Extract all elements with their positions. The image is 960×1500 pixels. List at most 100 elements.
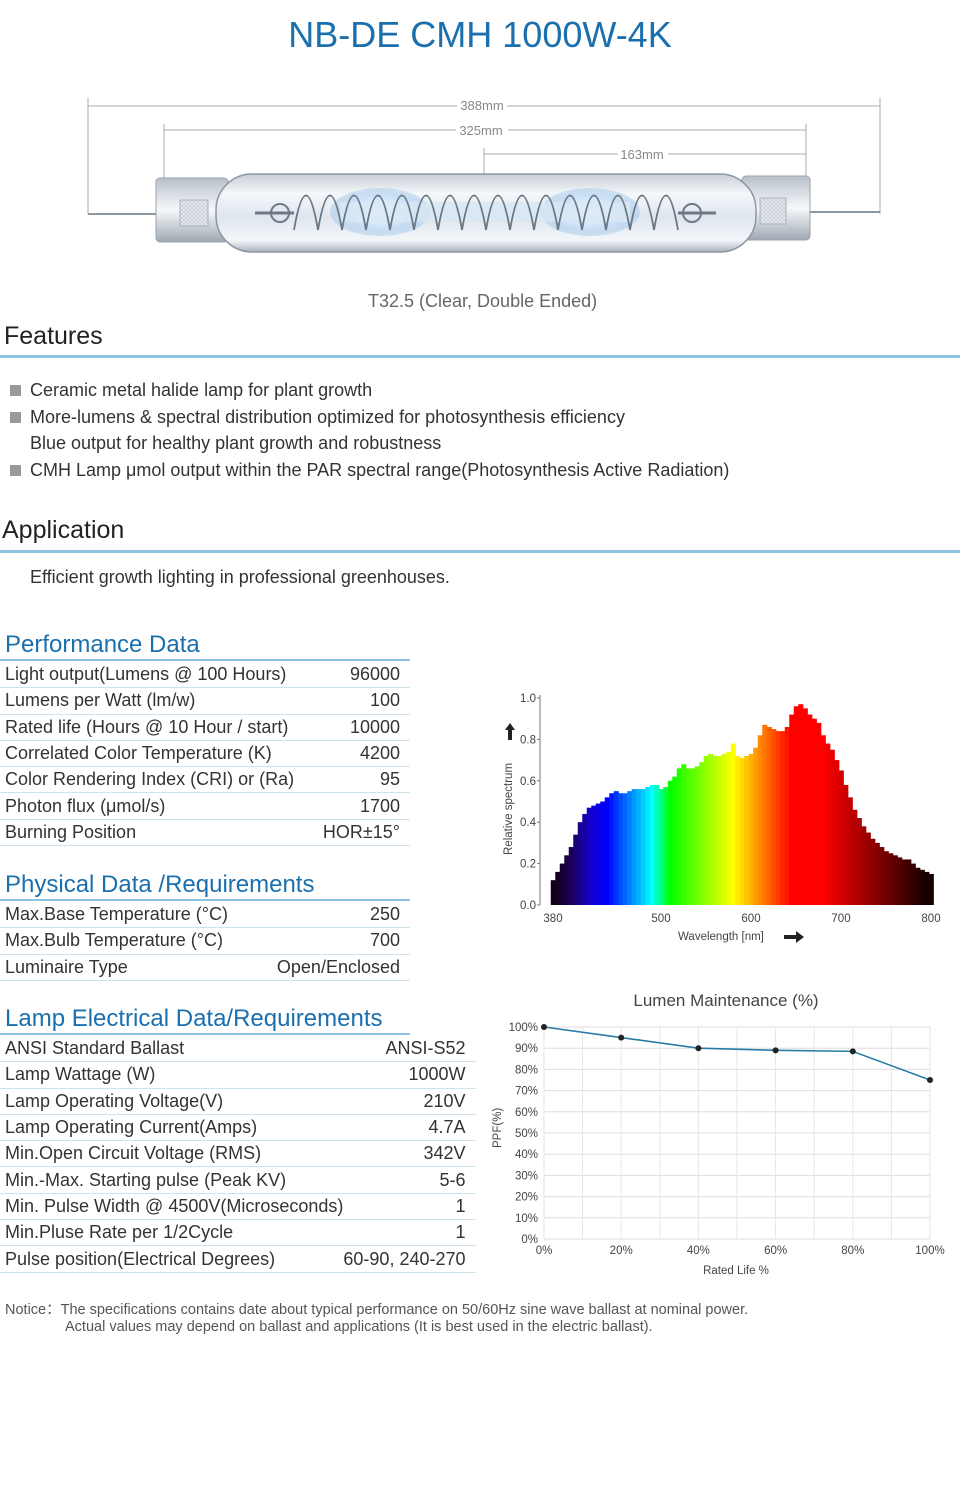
spec-value: 1	[343, 1219, 476, 1247]
spec-label: Rated life (Hours @ 10 Hour / start)	[0, 714, 317, 741]
notice-line-2: Actual values may depend on ballast and …	[65, 1319, 653, 1335]
table-row: Lamp Wattage (W) 1000W	[0, 1061, 476, 1089]
performance-heading: Performance Data	[5, 631, 200, 658]
spectrum-x-label: Wavelength [nm]	[678, 931, 764, 943]
spectrum-bar	[789, 714, 795, 905]
lumen-y-tick-label: 40%	[515, 1149, 538, 1161]
table-row: Max.Bulb Temperature (°C) 700	[0, 927, 410, 955]
square-bullet-icon	[10, 464, 21, 476]
spec-value: 1700	[316, 792, 410, 820]
spectrum-bar	[667, 780, 673, 905]
lamp-illustration: 388mm 325mm 163mm	[87, 97, 881, 253]
spectrum-bar	[874, 842, 880, 905]
spec-label: Correlated Color Temperature (K)	[0, 740, 317, 768]
spectrum-bar	[883, 851, 889, 905]
spectrum-bar	[672, 776, 678, 905]
spectrum-bar	[681, 764, 687, 905]
lumen-data-point	[772, 1047, 779, 1054]
spectrum-bar	[730, 743, 736, 905]
spectrum-bar	[856, 818, 862, 905]
spec-label: Lumens per Watt (lm/w)	[0, 687, 317, 715]
spectrum-bar	[712, 755, 718, 905]
spectrum-bar	[699, 762, 705, 905]
spec-label: Min.-Max. Starting pulse (Peak KV)	[0, 1166, 344, 1194]
square-bullet-icon	[10, 411, 21, 423]
spectrum-x-tick-label: 800	[921, 913, 940, 925]
spectrum-bar	[721, 753, 727, 905]
spectrum-bar	[852, 809, 858, 905]
spectrum-bar	[928, 873, 934, 905]
spectrum-bar	[748, 753, 754, 905]
spectrum-bar	[631, 789, 637, 905]
spec-label: Min.Open Circuit Voltage (RMS)	[0, 1140, 344, 1168]
up-arrow-icon	[505, 723, 515, 740]
spectrum-bar	[618, 793, 624, 905]
lumen-y-tick-label: 100%	[509, 1022, 538, 1034]
spectrum-bar	[604, 797, 610, 905]
physical-divider	[0, 899, 410, 901]
features-list: Ceramic metal halide lamp for plant grow…	[10, 377, 729, 483]
table-row: Correlated Color Temperature (K) 4200	[0, 740, 410, 768]
lumen-data-point	[695, 1045, 702, 1052]
table-row: ANSI Standard Ballast ANSI-S52	[0, 1036, 476, 1063]
lumen-maintenance-chart: Lumen Maintenance (%) 0% 10% 20% 30% 40% 50% 6…	[492, 991, 945, 1277]
spectrum-bar	[550, 880, 556, 905]
spec-label: Min. Pulse Width @ 4500V(Microseconds)	[0, 1193, 344, 1221]
spectrum-bar	[906, 859, 912, 905]
lumen-y-tick-label: 80%	[515, 1064, 538, 1076]
spectrum-bar	[568, 847, 574, 905]
spectrum-bar	[762, 724, 768, 905]
spectrum-bar	[676, 768, 682, 905]
spec-value: 95	[316, 766, 410, 794]
spectrum-bar	[586, 807, 592, 905]
feature-item: Ceramic metal halide lamp for plant grow…	[10, 377, 729, 404]
electrical-divider	[0, 1033, 410, 1035]
dim-163: 163mm	[620, 147, 663, 162]
spectrum-bar	[766, 726, 772, 905]
table-row: Light output(Lumens @ 100 Hours) 96000	[0, 662, 410, 689]
spec-value: Open/Enclosed	[258, 954, 410, 981]
spectrum-bar	[825, 743, 831, 905]
application-heading: Application	[2, 516, 125, 544]
lumen-x-tick-label: 80%	[841, 1245, 864, 1257]
spec-value: ANSI-S52	[343, 1036, 476, 1063]
electrical-table: ANSI Standard Ballast ANSI-S52 Lamp Wattag…	[0, 1036, 476, 1273]
spec-label: Lamp Operating Current(Amps)	[0, 1114, 344, 1142]
lumen-series-line	[543, 1026, 931, 1081]
lumen-x-label: Rated Life %	[703, 1265, 769, 1277]
spectrum-bar	[663, 787, 669, 905]
application-text: Efficient growth lighting in professiona…	[30, 567, 450, 587]
spec-value: 96000	[316, 662, 410, 689]
spectrum-bar	[888, 853, 894, 905]
spectrum-bar	[717, 755, 723, 905]
square-bullet-icon	[10, 385, 21, 396]
application-divider	[0, 550, 960, 553]
spectrum-bar	[591, 805, 597, 905]
spectrum-y-tick-label: 0.8	[520, 734, 536, 746]
spectrum-bar	[636, 789, 642, 905]
spectrum-y-tick-label: 1.0	[520, 693, 536, 705]
features-heading: Features	[4, 322, 103, 350]
table-row: Min.Open Circuit Voltage (RMS) 342V	[0, 1140, 476, 1168]
page-title: NB-DE CMH 1000W-4K	[288, 14, 672, 55]
spectrum-bar	[559, 863, 565, 905]
right-arrow-icon	[784, 931, 804, 943]
spectrum-bar	[658, 789, 664, 905]
spectrum-bar	[838, 770, 844, 905]
spectrum-bar	[703, 755, 709, 905]
spectrum-bar	[861, 826, 867, 905]
spectrum-bar	[807, 714, 813, 905]
spectrum-bar	[910, 863, 916, 905]
spectrum-x-tick-label: 380	[543, 913, 562, 925]
spectrum-bar	[613, 791, 619, 905]
spectrum-y-label: Relative spectrum	[503, 763, 515, 855]
table-row: Rated life (Hours @ 10 Hour / start) 1000…	[0, 714, 410, 741]
lumen-y-tick-label: 50%	[515, 1128, 538, 1140]
spectrum-y-tick-label: 0.2	[520, 859, 536, 871]
spec-label: Max.Bulb Temperature (°C)	[0, 927, 259, 955]
lumen-x-tick-label: 60%	[764, 1245, 787, 1257]
spectrum-bar	[726, 751, 732, 905]
spectrum-bar	[775, 731, 781, 905]
spectrum-bar	[555, 871, 561, 905]
spec-value: 10000	[316, 714, 410, 741]
